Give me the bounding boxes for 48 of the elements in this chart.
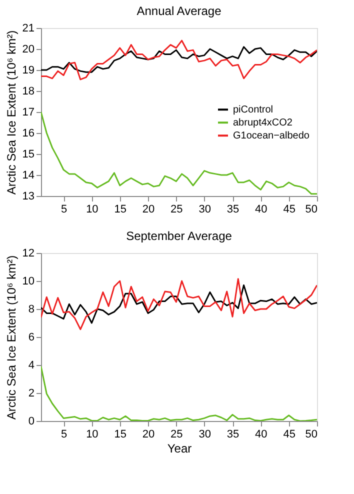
y-tick-label: 17	[22, 106, 34, 118]
y-tick-label: 8	[28, 304, 34, 316]
y-tick-label: 15	[22, 148, 34, 160]
y-tick-label: 20	[22, 44, 34, 56]
x-tick-label: 5	[60, 428, 68, 440]
y-tick-label: 14	[22, 170, 34, 182]
y-tick-label: 13	[22, 190, 34, 202]
x-tick-label: 40	[255, 428, 268, 440]
line-series	[41, 40, 317, 80]
y-tick-label: 12	[22, 248, 34, 260]
y-tick-label: 18	[22, 86, 34, 98]
legend-label: piControl	[233, 104, 274, 116]
line-series	[41, 278, 317, 330]
y-tick-label: 6	[28, 332, 34, 344]
x-tick-label: 35	[226, 428, 240, 440]
y-tick-label: 2	[28, 388, 34, 400]
x-tick-label: 10	[86, 204, 98, 216]
y-tick-label: 10	[22, 276, 34, 288]
y-tick-label: 4	[28, 360, 34, 372]
x-tick-label: 40	[255, 204, 268, 216]
x-tick-label: 35	[226, 204, 240, 216]
x-tick-label: 50	[305, 428, 318, 440]
y-tick-label: 16	[22, 128, 34, 140]
chart-title: Annual Average	[136, 4, 222, 18]
x-tick-label: 25	[170, 428, 183, 440]
y-tick-label: 0	[28, 416, 34, 428]
x-tick-label: 20	[142, 204, 155, 216]
x-tick-label: 15	[114, 428, 126, 440]
x-tick-label: 45	[283, 428, 296, 440]
x-tick-label: 30	[198, 428, 211, 440]
line-series	[41, 284, 317, 324]
y-axis-title: Arctic Sea Ice Extent (10⁶ km²)	[4, 30, 18, 195]
x-tick-label: 45	[283, 204, 296, 216]
x-tick-label: 20	[142, 428, 155, 440]
line-series	[41, 46, 317, 73]
chart-title: September Average	[126, 229, 232, 243]
y-axis-title: Arctic Sea Ice Extent (10⁶ km²)	[4, 255, 18, 420]
y-tick-label: 21	[22, 22, 34, 34]
y-tick-label: 19	[22, 64, 34, 76]
legend-label: G1ocean−albedo	[233, 130, 310, 142]
x-tick-label: 10	[86, 428, 98, 440]
x-tick-label: 30	[198, 204, 211, 216]
x-tick-label: 25	[170, 204, 183, 216]
x-tick-label: 50	[305, 204, 318, 216]
x-axis-title: Year	[167, 442, 192, 456]
x-tick-label: 5	[60, 204, 68, 216]
x-tick-label: 15	[114, 204, 126, 216]
legend-label: abrupt4xCO2	[233, 118, 293, 129]
